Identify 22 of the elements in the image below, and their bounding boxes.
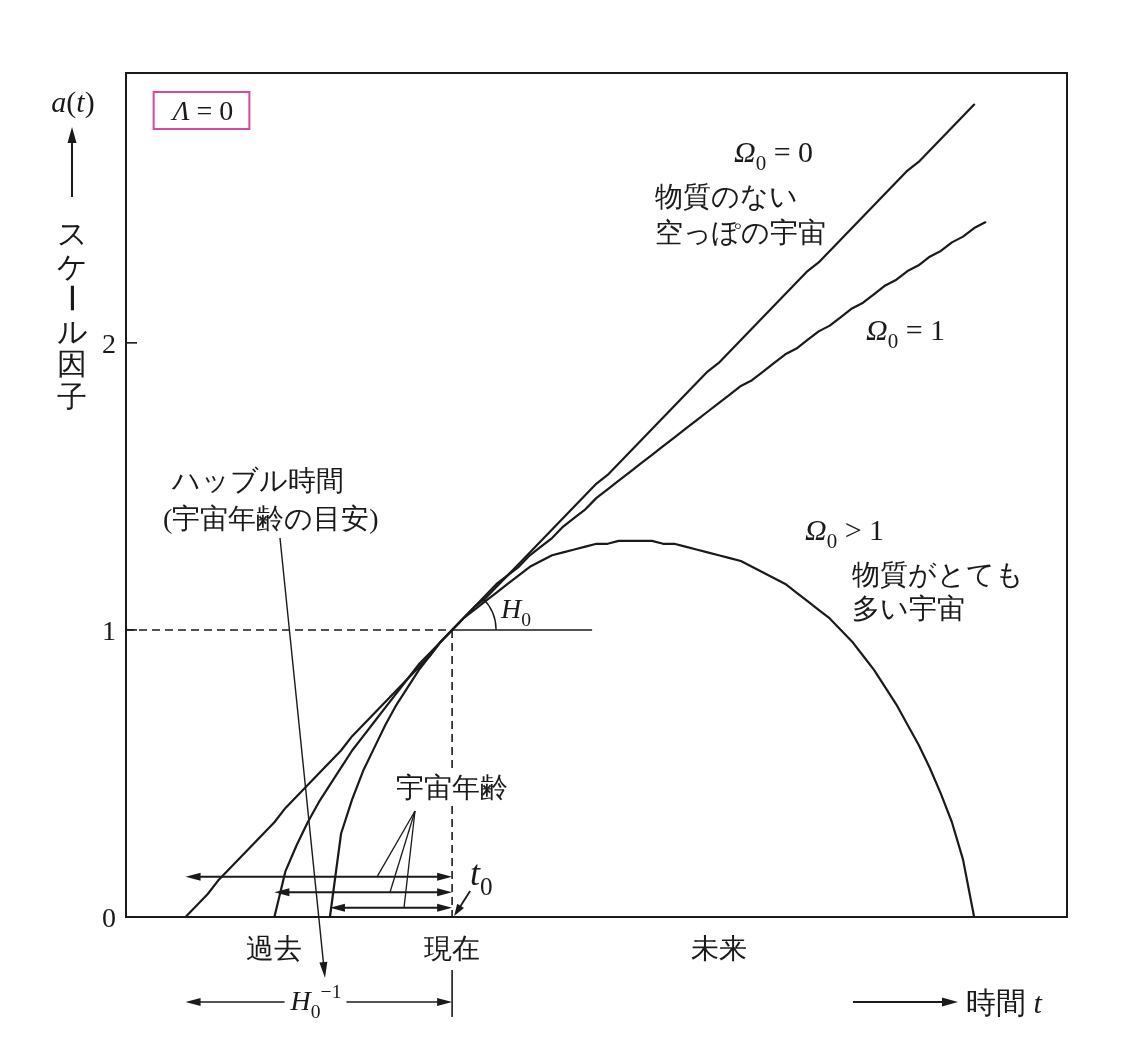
y-axis-title: スケール因子: [54, 217, 88, 413]
annotation: 宇宙年齢: [396, 772, 508, 803]
annotation: 多い宇宙: [852, 593, 965, 624]
annotation: 空っぽの宇宙: [655, 217, 826, 248]
y-tick-label: 1: [102, 614, 116, 646]
y-tick-label: 2: [102, 327, 116, 359]
annotation: 物質がとても: [852, 559, 1024, 590]
x-tick-label: 過去: [246, 933, 303, 964]
annotation: Λ = 0: [169, 95, 234, 126]
y-tick-label: 0: [102, 902, 116, 933]
text: Ω$_{0}$ = 0: [734, 135, 814, 176]
series-label: Ω$_{0}$ = 1: [866, 313, 946, 354]
annotation: ハッブル時間: [171, 465, 344, 496]
annotation: (宇宙年齢の目安): [163, 503, 379, 534]
x-tick-label: 現在: [424, 933, 481, 964]
annotation: t$_{0}$: [470, 853, 493, 901]
text: a(t): [51, 85, 95, 119]
x-axis-title: 時間 t: [966, 986, 1043, 1019]
annotation: H$_{0}$: [500, 592, 532, 630]
series-label: Ω$_{0}$ > 1: [805, 513, 885, 554]
x-tick-label: 未来: [690, 933, 747, 964]
annotation: 物質のない: [655, 181, 798, 212]
